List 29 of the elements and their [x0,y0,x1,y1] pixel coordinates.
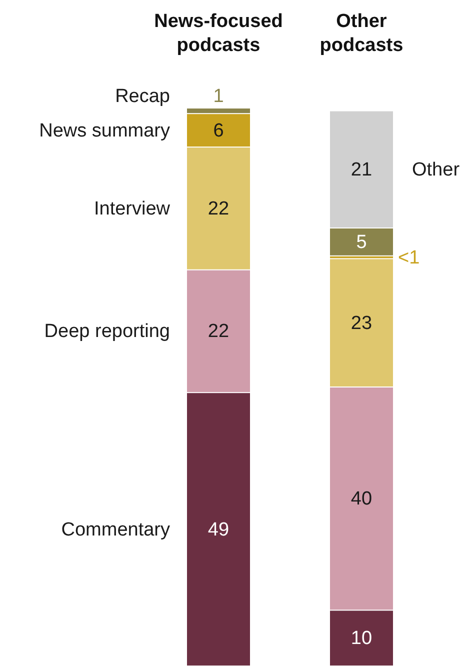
bar [330,259,393,386]
series-label: Commentary [61,519,170,540]
x-tick-label: Other podcasts [320,11,404,56]
series-label: Recap [115,86,170,107]
data-label: 6 [213,120,224,142]
data-label: 49 [208,519,230,540]
bar [187,108,250,114]
data-label: 40 [350,488,372,510]
bar [330,111,393,228]
bar [187,393,250,666]
series-label: Other [412,159,460,180]
bar [330,610,393,666]
bar [330,228,393,256]
data-label: 5 [356,232,367,253]
x-tick-label: News-focused podcasts [154,11,283,56]
data-label: 1 [213,86,224,107]
bar [330,388,393,610]
data-label: 10 [350,628,372,650]
data-label: 21 [350,159,372,180]
data-label: <1 [398,247,420,268]
data-label: 22 [208,321,230,342]
series-label: Deep reporting [44,321,170,342]
bar [187,148,250,270]
series-label: News summary [39,120,170,142]
data-label: 22 [208,198,230,220]
bar [187,270,250,392]
series-label: Interview [94,198,170,220]
bar [187,114,250,147]
data-label: 23 [350,312,372,334]
